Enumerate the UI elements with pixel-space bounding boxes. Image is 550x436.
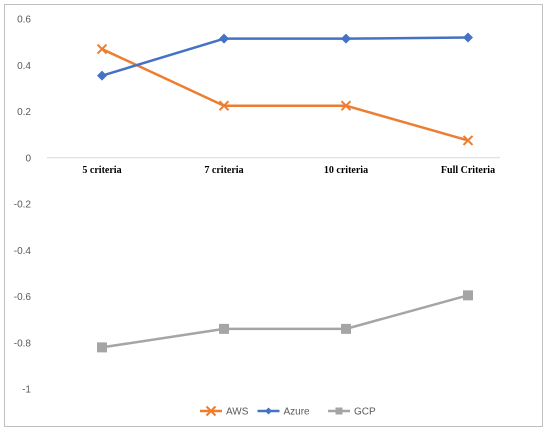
y-tick-label: -1 bbox=[22, 385, 31, 396]
data-point-gcp bbox=[97, 342, 107, 353]
y-tick-label: -0.8 bbox=[14, 338, 32, 349]
data-point-gcp bbox=[219, 323, 229, 334]
legend-item-azure: Azure bbox=[257, 407, 311, 418]
y-tick-label: -0.6 bbox=[14, 292, 32, 303]
x-tick-label: 5 criteria bbox=[82, 165, 121, 176]
x-tick-label: 10 criteria bbox=[324, 165, 368, 176]
series-line-azure bbox=[100, 36, 470, 77]
y-tick-label: -0.4 bbox=[14, 246, 32, 257]
series-line-aws bbox=[100, 47, 470, 142]
series-lines bbox=[100, 36, 470, 349]
series-markers bbox=[96, 32, 474, 353]
x-tick-label: 7 criteria bbox=[204, 165, 243, 176]
data-point-azure bbox=[219, 33, 229, 44]
legend-marker bbox=[265, 407, 272, 415]
series-line-gcp bbox=[100, 294, 470, 349]
data-point-aws bbox=[462, 135, 474, 146]
data-point-aws bbox=[96, 43, 108, 55]
legend-label: AWS bbox=[226, 407, 249, 418]
data-point-gcp bbox=[341, 323, 351, 334]
legend-label: Azure bbox=[284, 407, 311, 418]
x-axis-ticks: 5 criteria 7 criteria 10 criteria Full Crit… bbox=[82, 165, 495, 176]
x-tick-label: Full Criteria bbox=[441, 165, 495, 176]
data-point-aws bbox=[218, 100, 230, 111]
y-tick-label: 0.6 bbox=[17, 15, 31, 26]
y-tick-label: -0.2 bbox=[14, 200, 32, 211]
data-point-azure bbox=[341, 33, 351, 44]
legend-item-gcp: GCP bbox=[328, 407, 376, 418]
legend-marker bbox=[205, 405, 217, 417]
legend-label: GCP bbox=[354, 407, 376, 418]
data-point-gcp bbox=[463, 290, 473, 301]
y-tick-label: 0.2 bbox=[17, 107, 31, 118]
data-point-azure bbox=[463, 32, 473, 43]
chart-frame bbox=[4, 4, 543, 427]
legend-item-aws: AWS bbox=[200, 405, 249, 418]
data-point-azure bbox=[97, 70, 107, 81]
legend: AWS Azure GCP bbox=[200, 405, 376, 418]
y-tick-label: 0.4 bbox=[17, 61, 31, 72]
y-axis-ticks: 0.6 0.4 0.2 0 -0.2 -0.4 -0.6 -0.8 -1 bbox=[14, 15, 32, 396]
data-point-aws bbox=[340, 100, 352, 111]
legend-marker bbox=[335, 407, 343, 415]
y-tick-label: 0 bbox=[25, 153, 31, 164]
